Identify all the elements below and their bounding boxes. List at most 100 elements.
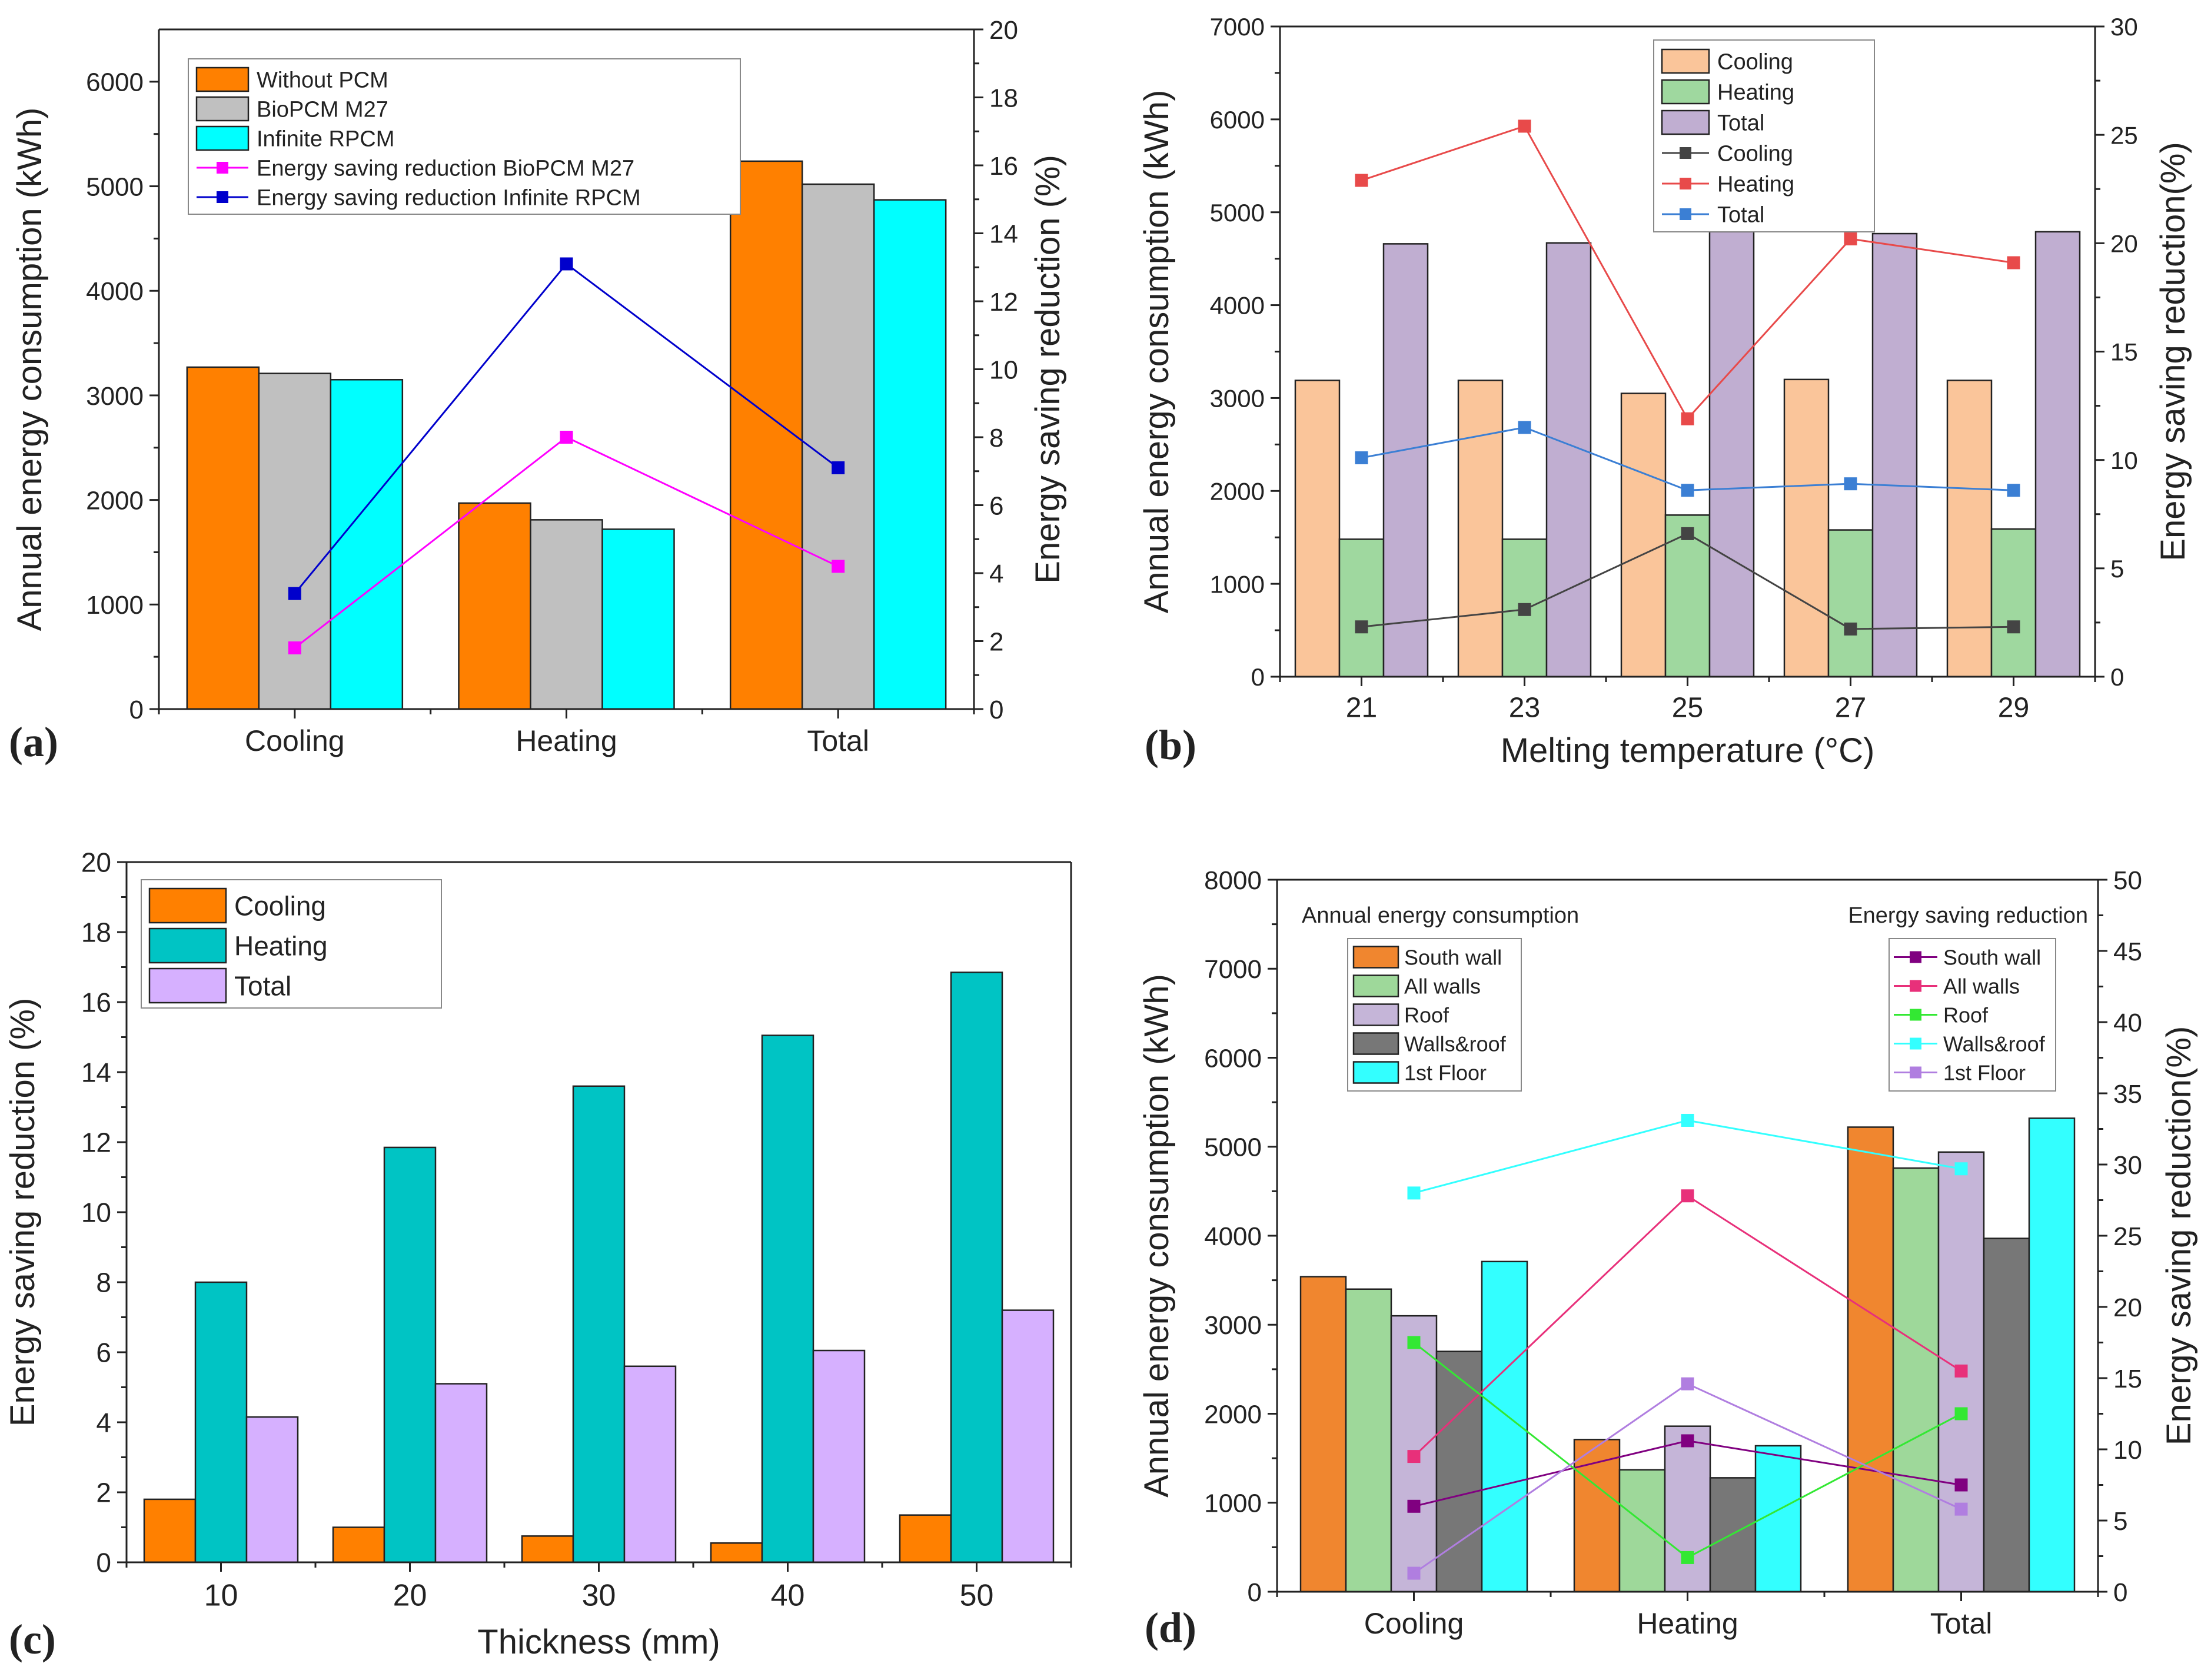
y-tick-label: 16 (81, 987, 111, 1018)
bar-cooling-27 (1783, 378, 1830, 678)
y-tick-label: 3000 (1210, 385, 1265, 412)
bar-south-wall-total (1847, 1126, 1894, 1593)
panel-label: (c) (9, 1616, 56, 1663)
y-tick-label: 10 (81, 1197, 111, 1228)
y-tick-label: 2000 (86, 486, 144, 515)
bar-cooling-30 (521, 1535, 574, 1563)
y-tick-label: 7000 (1210, 13, 1265, 41)
point-roof-cooling (1407, 1336, 1421, 1349)
legend-label: All walls (1943, 974, 2020, 999)
point-heating-23 (1518, 119, 1531, 133)
point-walls-roof-cooling (1407, 1186, 1421, 1200)
y2-tick-label: 2 (989, 627, 1003, 656)
y2-tick-label: 14 (989, 219, 1018, 248)
bar-heating-40 (761, 1034, 814, 1563)
chart-b: 0 1000 2000 3000 4000 5000 6000 7000 0 5 10 15 20 25 3… (1138, 13, 2192, 770)
bar-biopcm-m27-cooling (258, 372, 332, 710)
point-1st-floor-heating (1681, 1377, 1694, 1390)
bar-heating-21 (1338, 538, 1385, 678)
bar-biopcm-m27-heating (530, 519, 603, 710)
y-axis-label: Annual energy consumption (kWh) (1138, 974, 1176, 1498)
legend-label: Walls&roof (1404, 1032, 1507, 1056)
bar-heating-20 (383, 1146, 437, 1563)
y-tick-label: 5000 (1204, 1133, 1262, 1162)
bar-cooling-23 (1457, 380, 1504, 678)
y-tick-label: 3000 (86, 382, 144, 411)
y-tick-label: 14 (81, 1057, 111, 1088)
y-tick-label: 3000 (1204, 1311, 1262, 1340)
bar-cooling-25 (1620, 392, 1667, 678)
bar-south-wall-cooling (1299, 1276, 1347, 1593)
legend-swatch (1352, 974, 1399, 997)
bar-total-27 (1871, 232, 1918, 678)
legend-marker (1680, 147, 1691, 159)
bar-total-10 (245, 1416, 299, 1563)
bar-total-21 (1382, 243, 1429, 678)
point-energy-saving-reduction-biopcm-m27-total (832, 560, 845, 573)
y-tick-label: 4 (96, 1408, 111, 1438)
y2-tick-label: 0 (2113, 1578, 2127, 1607)
legend-label: Energy saving reduction BioPCM M27 (257, 157, 634, 181)
point-south-wall-cooling (1407, 1499, 1421, 1513)
y2-tick-label: 45 (2113, 937, 2142, 966)
legend-label: Cooling (234, 891, 326, 921)
y-tick-label: 2 (96, 1478, 111, 1508)
y2-tick-label: 6 (989, 491, 1003, 520)
y-tick-label: 7000 (1204, 955, 1262, 984)
panel-label: (d) (1145, 1604, 1196, 1651)
legend-label: 1st Floor (1404, 1061, 1487, 1085)
x-tick-label: 23 (1509, 693, 1540, 724)
legend-swatch (1661, 109, 1710, 135)
legend-marker (1680, 178, 1691, 189)
bar-cooling-20 (332, 1526, 385, 1563)
annotation-energy-saving: Energy saving reduction (1848, 903, 2088, 928)
y2-tick-label: 30 (2110, 13, 2138, 41)
legend-label: All walls (1404, 974, 1481, 999)
y-axis-label: Annual energy consumption (kWh) (11, 108, 49, 631)
legend-label: Infinite RPCM (257, 127, 394, 152)
point-heating-27 (1844, 232, 1857, 245)
y2-tick-label: 10 (2113, 1436, 2142, 1465)
x-tick-label: 30 (582, 1579, 616, 1613)
point-roof-heating (1681, 1551, 1694, 1564)
bar-roof-heating (1664, 1425, 1711, 1593)
point-south-wall-heating (1681, 1434, 1694, 1448)
bar-infinite-rpcm-total (873, 199, 947, 710)
chart-d: 0 1000 2000 3000 4000 5000 6000 7000 8000 0 5 10 15 2… (1138, 866, 2198, 1651)
legend-label: 1st Floor (1943, 1061, 2026, 1085)
y2-tick-label: 20 (2110, 229, 2138, 257)
x-tick-label: 21 (1346, 693, 1377, 724)
legend-marker (1680, 208, 1691, 220)
y-tick-label: 0 (1251, 663, 1265, 691)
point-energy-saving-reduction-infinite-rpcm-total (832, 461, 845, 474)
legend-swatch (1661, 79, 1710, 105)
bar-all-walls-total (1892, 1167, 1940, 1593)
point-heating-25 (1681, 412, 1694, 425)
point-total-25 (1681, 484, 1694, 497)
legend-label: Total (1717, 203, 1764, 228)
point-cooling-29 (2007, 620, 2020, 634)
bar-cooling-21 (1294, 380, 1341, 678)
legend-label: Total (234, 971, 291, 1002)
legend-swatch (148, 927, 227, 964)
x-tick-label: 25 (1672, 693, 1703, 724)
legend-swatch (1352, 1032, 1399, 1055)
bar-total-29 (2034, 231, 2081, 678)
y-tick-label: 20 (81, 847, 111, 878)
y2-axis-label: Energy saving reduction(%) (2160, 1026, 2198, 1445)
legend-label: Heating (1717, 81, 1794, 105)
point-energy-saving-reduction-infinite-rpcm-cooling (288, 587, 301, 600)
y-tick-label: 0 (96, 1548, 111, 1578)
point-energy-saving-reduction-biopcm-m27-cooling (288, 641, 301, 655)
y-tick-label: 4000 (86, 277, 144, 306)
y-axis-label: Energy saving reduction (%) (4, 998, 42, 1427)
y2-tick-label: 8 (989, 424, 1003, 453)
y2-tick-label: 4 (989, 560, 1003, 588)
panel-label: (b) (1145, 721, 1196, 769)
x-axis-label: Thickness (mm) (477, 1623, 720, 1661)
bar-total-50 (1001, 1309, 1055, 1563)
y2-tick-label: 10 (989, 355, 1018, 384)
y2-tick-label: 18 (989, 84, 1018, 112)
x-tick-label: 50 (960, 1579, 994, 1613)
